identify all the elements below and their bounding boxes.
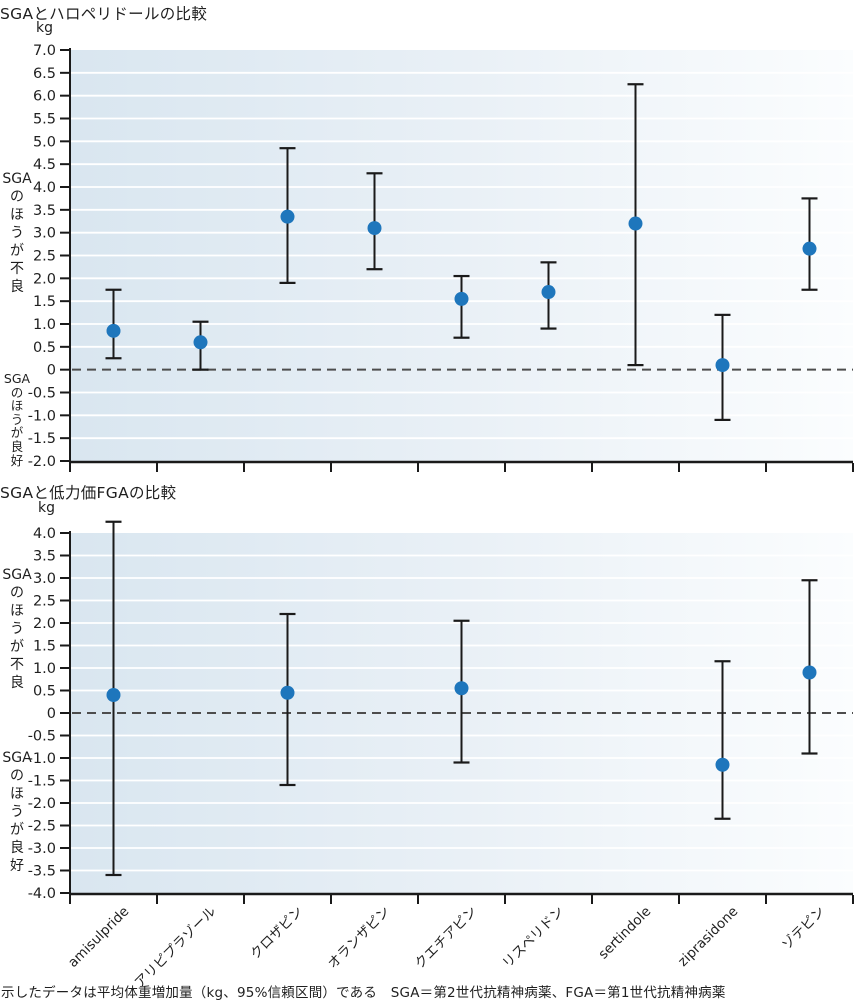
axis-annotation-line: SGA — [3, 371, 31, 386]
axis-annotation-line: が — [10, 822, 24, 838]
panel2-unit-label: kg — [38, 500, 55, 516]
data-point — [106, 688, 121, 702]
data-point — [106, 323, 121, 338]
y-tick-label: 2.5 — [33, 248, 56, 264]
y-tick-label: -1.5 — [28, 431, 56, 447]
y-tick-label: 6.0 — [33, 89, 56, 105]
y-tick-label: 4.0 — [33, 180, 56, 196]
y-tick-label: 0 — [47, 363, 56, 379]
y-tick-label: -3.5 — [28, 864, 56, 880]
x-category-label: アリピプラゾール — [132, 904, 220, 992]
axis-annotation-line: の — [10, 585, 24, 601]
axis-annotation-line: SGA — [2, 750, 32, 766]
x-category-label: クロザピン — [247, 904, 306, 963]
axis-annotation-line: ほ — [10, 398, 24, 414]
x-category-label: オランザピン — [325, 904, 394, 973]
y-tick-label: 6.5 — [33, 66, 56, 82]
panel1-unit-label: kg — [36, 20, 53, 36]
y-tick-label: 4.5 — [33, 157, 56, 173]
axis-annotation-line: 良 — [10, 438, 24, 454]
y-tick-label: 3.0 — [33, 571, 56, 587]
axis-annotation-line: が — [10, 243, 24, 259]
axis-annotation-line: SGA — [2, 567, 32, 583]
y-tick-label: -1.0 — [28, 408, 56, 424]
y-tick-label: -1.5 — [28, 774, 56, 790]
data-point — [193, 335, 208, 350]
x-category-label: ziprasidone — [675, 904, 741, 970]
axis-annotation-line: 良 — [10, 840, 24, 856]
axis-annotation-line: ほ — [10, 603, 24, 619]
y-tick-label: 5.0 — [33, 134, 56, 150]
y-tick-label: 1.5 — [33, 639, 56, 655]
axis-annotation-line: 不 — [10, 657, 24, 673]
axis-annotation-line: 良 — [10, 675, 24, 691]
y-tick-label: 2.0 — [33, 616, 56, 632]
panel1-title: SGAとハロペリドールの比較 — [0, 5, 208, 23]
y-tick-label: -2.0 — [28, 454, 56, 470]
data-point — [280, 685, 295, 700]
y-tick-label: 0.5 — [33, 684, 56, 700]
y-tick-label: 5.5 — [33, 111, 56, 127]
axis-annotation-line: の — [10, 384, 24, 400]
axis-annotation-line: SGA — [2, 171, 32, 187]
panel2-title: SGAと低力価FGAの比較 — [0, 484, 177, 502]
x-category-label: amisulpride — [65, 904, 132, 971]
y-tick-label: -2.0 — [28, 796, 56, 812]
data-point — [715, 757, 730, 772]
panel2-lower-axis-annotation: SGA のほうが良好 — [0, 749, 34, 875]
y-tick-label: -0.5 — [28, 729, 56, 745]
x-category-label: リスペリドン — [499, 904, 567, 972]
data-point — [802, 665, 817, 680]
axis-annotation-line: ほ — [10, 207, 24, 223]
axis-annotation-line: 良 — [10, 279, 24, 295]
axis-annotation-line: が — [10, 425, 24, 441]
axis-annotation-line: う — [10, 225, 24, 241]
axis-annotation-line: う — [10, 621, 24, 637]
y-tick-label: 0 — [47, 706, 56, 722]
axis-annotation-line: 好 — [10, 858, 24, 874]
axis-annotation-line: ほ — [10, 786, 24, 802]
x-category-label: ゾテピン — [779, 904, 828, 953]
y-tick-label: -4.0 — [28, 886, 56, 902]
y-tick-label: 7.0 — [33, 43, 56, 59]
y-tick-label: 3.0 — [33, 226, 56, 242]
axis-annotation-line: が — [10, 639, 24, 655]
axis-annotation-line: う — [10, 804, 24, 820]
y-tick-label: 1.0 — [33, 661, 56, 677]
y-tick-label: -2.5 — [28, 819, 56, 835]
data-point — [367, 221, 382, 236]
panel1-upper-axis-annotation: SGA のほうが不良 — [0, 170, 34, 296]
x-category-label: クエチアピン — [412, 904, 481, 973]
data-point — [454, 681, 469, 696]
figure-caption: 示したデータは平均体重増加量（kg、95%信頼区間）である SGA＝第2世代抗精… — [1, 985, 726, 1001]
y-tick-label: 2.5 — [33, 594, 56, 610]
y-tick-label: 3.5 — [33, 549, 56, 565]
data-point — [715, 358, 730, 373]
y-tick-label: 1.0 — [33, 317, 56, 333]
data-point — [628, 216, 643, 231]
panel2-upper-axis-annotation: SGA のほうが不良 — [0, 566, 34, 692]
panel1-lower-axis-annotation: SGA のほうが良好 — [0, 372, 34, 467]
y-tick-label: -1.0 — [28, 751, 56, 767]
axis-annotation-line: 不 — [10, 261, 24, 277]
y-tick-label: -0.5 — [28, 385, 56, 401]
axis-annotation-line: 好 — [10, 452, 24, 468]
data-point — [454, 291, 469, 306]
y-tick-label: 1.5 — [33, 294, 56, 310]
data-point — [802, 241, 817, 256]
axis-annotation-line: う — [10, 411, 24, 427]
y-tick-label: 2.0 — [33, 271, 56, 287]
data-point — [280, 209, 295, 224]
y-tick-label: -3.0 — [28, 841, 56, 857]
y-tick-label: 0.5 — [33, 340, 56, 356]
axis-annotation-line: の — [10, 768, 24, 784]
axis-annotation-line: の — [10, 189, 24, 205]
y-tick-label: 4.0 — [33, 526, 56, 542]
y-tick-label: 3.5 — [33, 203, 56, 219]
data-point — [541, 285, 556, 300]
x-category-label: sertindole — [595, 904, 654, 963]
